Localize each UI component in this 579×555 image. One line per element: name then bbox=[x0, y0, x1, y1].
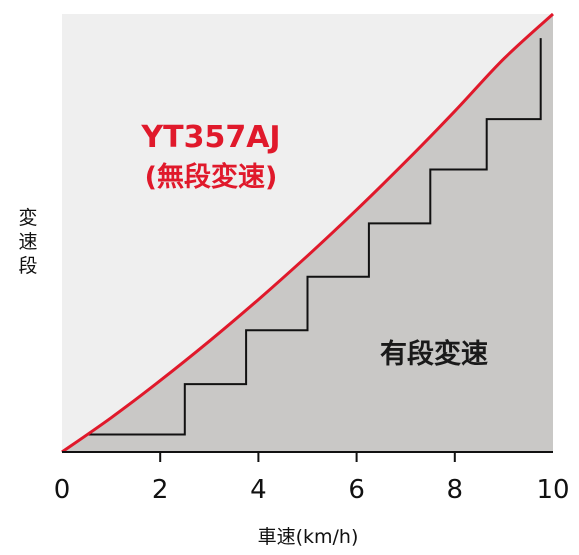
gray-fill-area bbox=[62, 14, 553, 452]
series-label-step: 有段変速 bbox=[380, 338, 488, 370]
x-ticks: 0 2 4 6 8 10 bbox=[54, 452, 570, 505]
y-axis-title: 変速段 bbox=[18, 207, 37, 277]
series-label-curve: YT357AJ bbox=[140, 120, 280, 155]
x-axis-title: 車速(km/h) bbox=[258, 526, 359, 548]
x-tick-label: 8 bbox=[447, 475, 464, 505]
x-tick-label: 10 bbox=[536, 475, 569, 505]
x-tick-label: 4 bbox=[250, 475, 267, 505]
x-tick-label: 2 bbox=[152, 475, 169, 505]
x-tick-label: 0 bbox=[54, 475, 71, 505]
x-tick-label: 6 bbox=[348, 475, 365, 505]
step-line bbox=[86, 38, 542, 436]
series-sublabel-curve: (無段変速) bbox=[145, 161, 278, 193]
series-curve-line bbox=[61, 12, 555, 454]
